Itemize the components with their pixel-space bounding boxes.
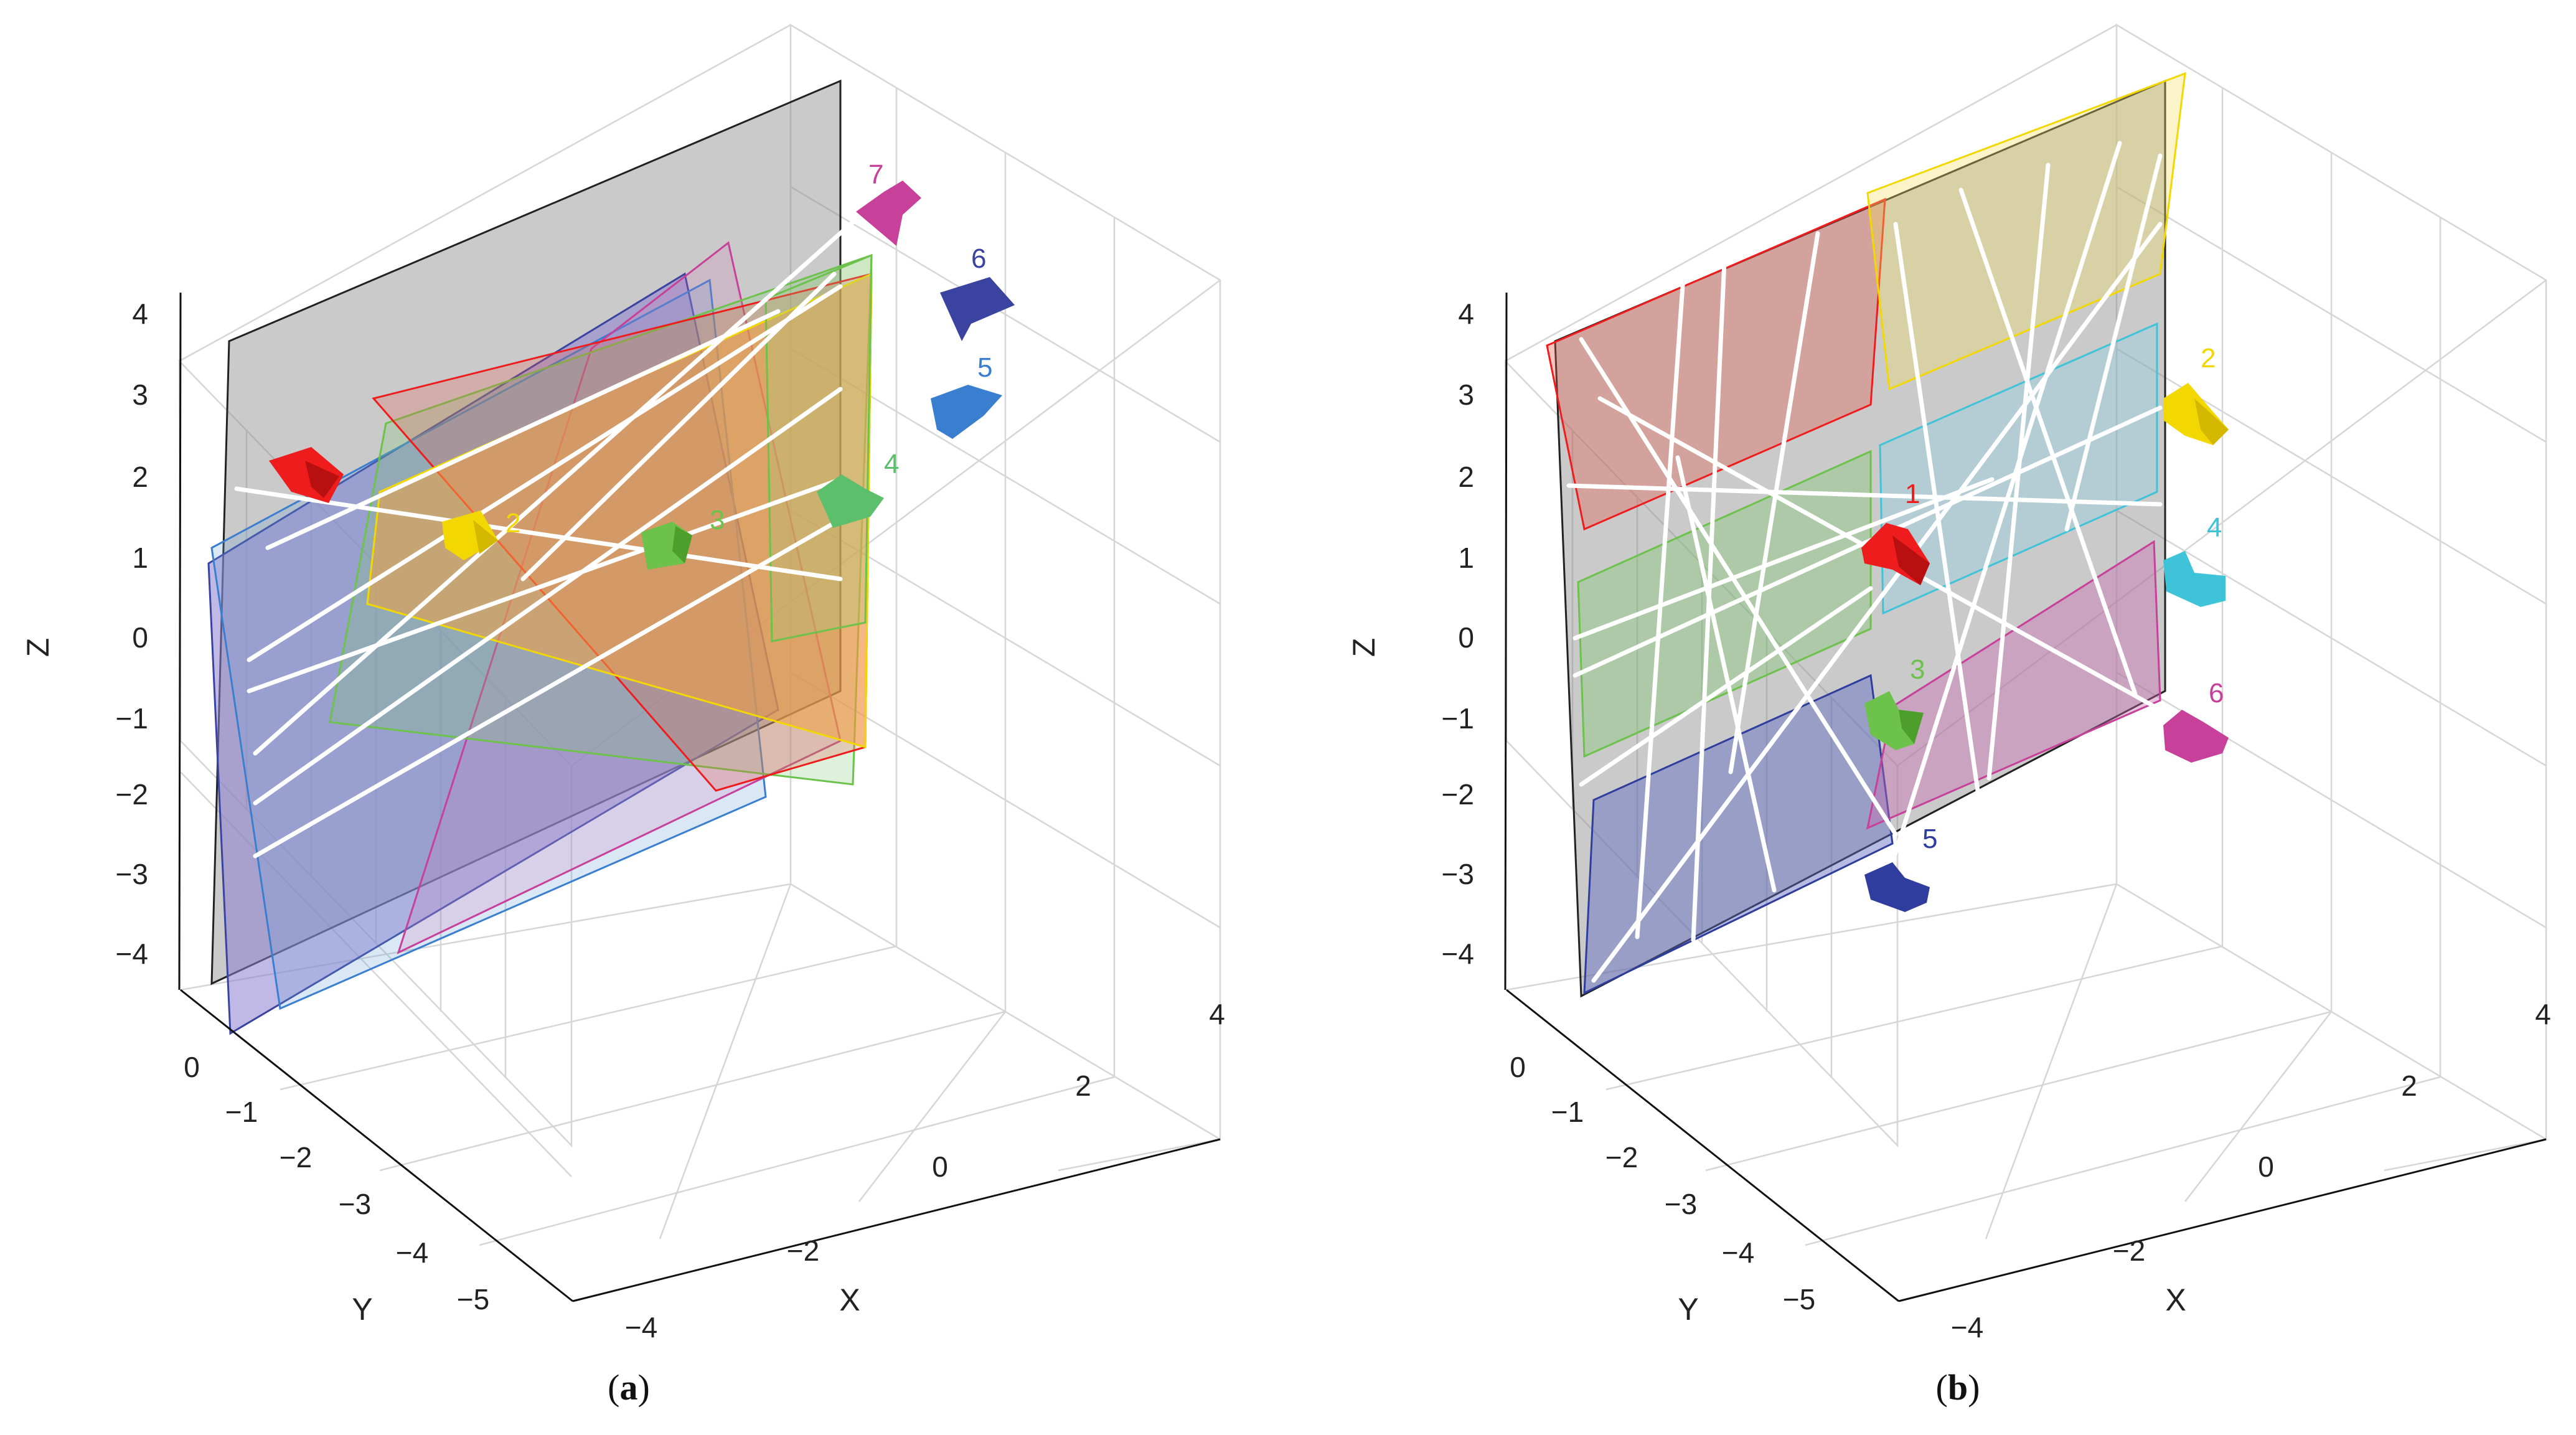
plane-gray-b xyxy=(1554,79,2166,998)
x-tick-b: −2 xyxy=(2113,1235,2145,1267)
y-tick-b: −3 xyxy=(1665,1188,1697,1220)
x-axis-label-a: X xyxy=(839,1282,860,1317)
plane-red-b xyxy=(1546,197,1886,531)
x-axis-label-b: X xyxy=(2165,1282,2186,1317)
camera-7-a xyxy=(856,181,921,246)
z-tick-b: 4 xyxy=(1458,298,1474,330)
camera-label-a: 2 xyxy=(505,508,520,539)
rays-b xyxy=(1566,141,2163,983)
z-tick-b: −3 xyxy=(1442,858,1474,890)
z-axis-label-a: Z xyxy=(21,638,55,657)
camera-label-a: 4 xyxy=(884,449,899,479)
z-tick-a: 0 xyxy=(132,621,148,654)
plane-orange-a xyxy=(366,272,873,748)
y-tick-a: −2 xyxy=(280,1141,312,1174)
camera-label-b: 1 xyxy=(1905,479,1920,509)
y-axis-ticks-b: 0 −1 −2 −3 −4 −5 xyxy=(1510,1051,1815,1315)
z-tick-a: 1 xyxy=(132,542,148,574)
z-tick-a: −3 xyxy=(116,858,148,890)
x-tick-a: 0 xyxy=(932,1150,948,1183)
camera-6-a xyxy=(940,277,1015,341)
image-planes-b xyxy=(1546,72,2186,998)
z-tick-b: −4 xyxy=(1442,938,1474,970)
camera-6-b xyxy=(2163,710,2229,763)
camera-label-a: 3 xyxy=(710,505,725,535)
z-tick-a: −2 xyxy=(116,778,148,811)
y-tick-a: −5 xyxy=(457,1283,489,1315)
x-tick-b: 2 xyxy=(2401,1070,2417,1102)
x-axis-ticks-b: −4 −2 0 2 4 xyxy=(1951,998,2551,1343)
z-tick-a: 4 xyxy=(132,298,148,330)
z-tick-b: 0 xyxy=(1458,621,1474,654)
z-tick-b: 1 xyxy=(1458,542,1474,574)
y-tick-b: −4 xyxy=(1722,1236,1754,1269)
caption-b: (b) xyxy=(1936,1367,1980,1408)
panel-b: 4 3 2 1 0 −1 −2 −3 −4 Z 0 −1 −2 −3 −4 −5… xyxy=(1347,23,2551,1408)
z-axis-ticks-a: 4 3 2 1 0 −1 −2 −3 −4 xyxy=(116,298,148,970)
camera-label-b: 3 xyxy=(1910,654,1925,685)
axes-b xyxy=(1504,292,2547,1302)
y-tick-b: 0 xyxy=(1510,1051,1526,1083)
y-axis-label-b: Y xyxy=(1678,1292,1698,1327)
z-tick-a: −4 xyxy=(116,938,148,970)
camera-label-a: 7 xyxy=(868,159,883,190)
caption-a: (a) xyxy=(608,1367,650,1408)
x-tick-a: 2 xyxy=(1075,1070,1091,1102)
z-tick-b: 2 xyxy=(1458,461,1474,493)
z-axis-ticks-b: 4 3 2 1 0 −1 −2 −3 −4 xyxy=(1442,298,1474,970)
camera-label-b: 6 xyxy=(2209,678,2224,708)
camera-label-a: 6 xyxy=(971,243,986,274)
plane-magenta-b xyxy=(1866,540,2161,830)
camera-2-a xyxy=(442,510,498,560)
x-tick-a: −2 xyxy=(787,1235,819,1267)
camera-label-b: 5 xyxy=(1922,824,1937,854)
camera-1-a xyxy=(269,447,344,503)
x-axis-ticks-a: −4 −2 0 2 4 xyxy=(625,998,1225,1343)
camera-4-b xyxy=(2163,551,2226,607)
panel-a: 4 3 2 1 0 −1 −2 −3 −4 Z 0 −1 −2 −3 −4 −5… xyxy=(21,23,1225,1408)
y-axis-ticks-a: 0 −1 −2 −3 −4 −5 xyxy=(184,1051,489,1315)
z-axis-label-b: Z xyxy=(1347,638,1381,657)
y-tick-a: −3 xyxy=(339,1188,371,1220)
y-tick-a: −1 xyxy=(225,1096,258,1128)
x-tick-a: 4 xyxy=(1209,998,1225,1030)
cameras-a: 2 3 4 5 6 7 xyxy=(269,159,1015,570)
x-tick-b: 0 xyxy=(2258,1150,2274,1183)
x-tick-a: −4 xyxy=(625,1311,657,1343)
camera-3-b xyxy=(1864,691,1924,750)
y-tick-a: 0 xyxy=(184,1051,200,1083)
y-tick-a: −4 xyxy=(396,1236,428,1269)
z-tick-a: −1 xyxy=(116,702,148,735)
camera-label-b: 4 xyxy=(2207,512,2222,543)
axes-a xyxy=(178,292,1221,1302)
camera-label-b: 2 xyxy=(2201,343,2216,374)
z-tick-a: 2 xyxy=(132,461,148,493)
z-tick-b: −1 xyxy=(1442,702,1474,735)
y-tick-b: −2 xyxy=(1605,1141,1638,1174)
z-tick-a: 3 xyxy=(132,379,148,411)
x-tick-b: −4 xyxy=(1951,1311,1983,1343)
camera-1-b xyxy=(1861,523,1930,585)
x-tick-b: 4 xyxy=(2535,998,2551,1030)
camera-2-b xyxy=(2163,383,2229,445)
camera-5-b xyxy=(1864,862,1930,912)
grid-back-wall-b xyxy=(1505,23,2547,1141)
camera-5-a xyxy=(931,385,1002,439)
plane-palegreen-a xyxy=(764,253,873,642)
y-tick-b: −5 xyxy=(1783,1283,1815,1315)
y-tick-b: −1 xyxy=(1551,1096,1584,1128)
rays-a xyxy=(234,203,874,859)
camera-label-a: 5 xyxy=(977,352,992,383)
camera-3-a xyxy=(641,522,692,570)
z-tick-b: −2 xyxy=(1442,778,1474,811)
y-axis-label-a: Y xyxy=(352,1292,372,1327)
plane-blue-b xyxy=(1583,674,1894,995)
z-tick-b: 3 xyxy=(1458,379,1474,411)
camera-4-a xyxy=(817,474,884,528)
plane-yellow-b xyxy=(1866,72,2186,391)
cameras-b: 1 2 3 4 5 6 xyxy=(1861,343,2229,912)
